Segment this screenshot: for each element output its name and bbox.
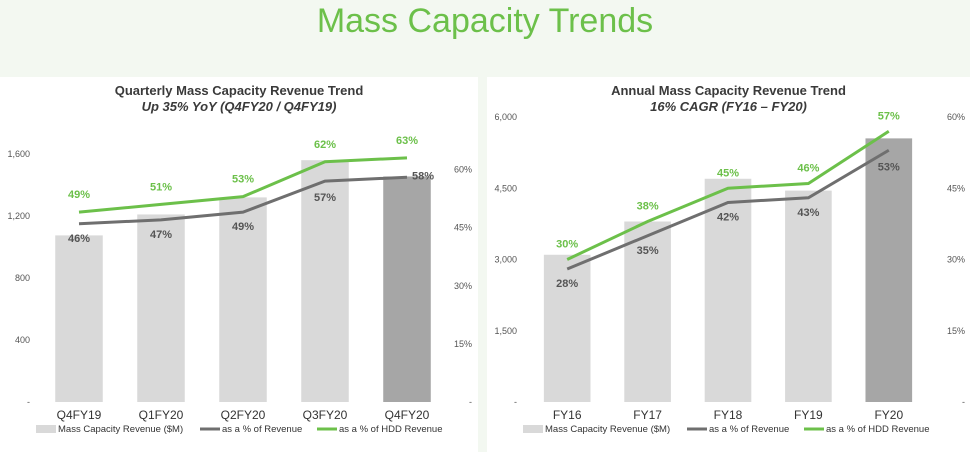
y2-tick-label: 15% — [454, 339, 472, 349]
y-tick-label: 400 — [15, 335, 30, 345]
y-tick-label: 1,600 — [7, 149, 30, 159]
page-title: Mass Capacity Trends — [316, 2, 654, 40]
x-tick-label: Q3FY20 — [303, 408, 348, 422]
legend-swatch — [523, 425, 543, 433]
x-tick-label: Q4FY20 — [385, 408, 430, 422]
hdd-revenue-share-line — [78, 156, 408, 214]
legend-label: as a % of HDD Revenue — [339, 424, 443, 435]
annual-chart-svg: - 1,500 3,000 4,500 6,000 - 15% 30% 45% 60% FY16 FY… — [494, 110, 965, 435]
hdd-share-data-label: 30% — [556, 239, 578, 251]
hdd-share-data-label: 38% — [637, 201, 659, 213]
y-tick-label: 4,500 — [494, 183, 517, 193]
y2-tick-label: 60% — [454, 165, 472, 175]
quarterly-chart-svg: - 400 800 1,200 1,600 - 15% 30% 45% 60% Q4FY19 Q1FY… — [7, 135, 472, 435]
hdd-share-data-label: 62% — [314, 139, 336, 151]
hdd-revenue-share-line — [566, 129, 890, 261]
x-tick-label: FY18 — [714, 408, 743, 422]
hdd-share-data-label: 63% — [396, 135, 418, 147]
revenue-share-data-label: 46% — [68, 233, 90, 245]
bar — [865, 138, 913, 402]
revenue-share-data-label: 28% — [556, 278, 578, 290]
revenue-share-data-label: 58% — [412, 170, 434, 182]
chart-subtitle: Up 35% YoY (Q4FY20 / Q4FY19) — [141, 99, 337, 114]
y2-tick-label: 60% — [947, 112, 965, 122]
y2-tick-label: 45% — [947, 183, 965, 193]
bar — [543, 254, 591, 402]
chart-subtitle: 16% CAGR (FY16 – FY20) — [650, 99, 807, 114]
chart-title: Annual Mass Capacity Revenue Trend — [611, 83, 846, 98]
legend-label: as a % of Revenue — [222, 424, 302, 435]
y-tick-label: - — [27, 397, 30, 407]
revenue-share-data-label: 43% — [797, 207, 819, 219]
revenue-share-data-label: 49% — [232, 221, 254, 233]
revenue-share-data-label: 42% — [717, 212, 739, 224]
legend-label: as a % of Revenue — [709, 424, 789, 435]
annual-chart-panel: Annual Mass Capacity Revenue Trend 16% C… — [487, 77, 970, 452]
legend-label: Mass Capacity Revenue ($M) — [58, 424, 183, 435]
y-tick-label: 6,000 — [494, 112, 517, 122]
revenue-share-data-label: 35% — [637, 245, 659, 257]
revenue-share-line — [78, 175, 408, 226]
bar — [219, 197, 267, 402]
bar — [55, 235, 103, 402]
hdd-share-data-label: 49% — [68, 189, 90, 201]
y2-tick-label: 30% — [947, 255, 965, 265]
y2-tick-label: - — [962, 397, 965, 407]
revenue-share-line — [566, 148, 890, 271]
revenue-share-data-label: 53% — [878, 161, 900, 173]
quarterly-chart-panel: Quarterly Mass Capacity Revenue Trend Up… — [0, 77, 478, 452]
revenue-share-data-label: 47% — [150, 229, 172, 241]
legend-swatch — [36, 425, 56, 433]
bar — [624, 221, 671, 402]
hdd-share-data-label: 53% — [232, 174, 254, 186]
y-tick-label: - — [514, 397, 517, 407]
bar — [785, 190, 832, 402]
legend-label: Mass Capacity Revenue ($M) — [545, 424, 670, 435]
hdd-share-data-label: 46% — [797, 163, 819, 175]
chart-title: Quarterly Mass Capacity Revenue Trend — [114, 83, 364, 98]
x-tick-label: Q2FY20 — [221, 408, 266, 422]
y-tick-label: 800 — [15, 273, 30, 283]
x-tick-label: Q4FY19 — [57, 408, 102, 422]
bar — [383, 176, 431, 402]
bar — [301, 160, 349, 402]
y2-tick-label: 45% — [454, 223, 472, 233]
hdd-share-data-label: 57% — [878, 110, 900, 122]
legend-label: as a % of HDD Revenue — [826, 424, 930, 435]
x-tick-label: FY16 — [553, 408, 582, 422]
x-tick-label: FY20 — [874, 408, 903, 422]
x-tick-label: Q1FY20 — [139, 408, 184, 422]
x-tick-label: FY19 — [794, 408, 823, 422]
y-tick-label: 1,200 — [7, 211, 30, 221]
y-tick-label: 3,000 — [494, 255, 517, 265]
y-tick-label: 1,500 — [494, 326, 517, 336]
y2-tick-label: - — [469, 397, 472, 407]
y2-tick-label: 15% — [947, 326, 965, 336]
hdd-share-data-label: 51% — [150, 181, 172, 193]
x-tick-label: FY17 — [633, 408, 662, 422]
bar — [137, 214, 185, 402]
y2-tick-label: 30% — [454, 281, 472, 291]
bar — [704, 178, 752, 402]
revenue-share-data-label: 57% — [314, 192, 336, 204]
hdd-share-data-label: 45% — [717, 167, 739, 179]
